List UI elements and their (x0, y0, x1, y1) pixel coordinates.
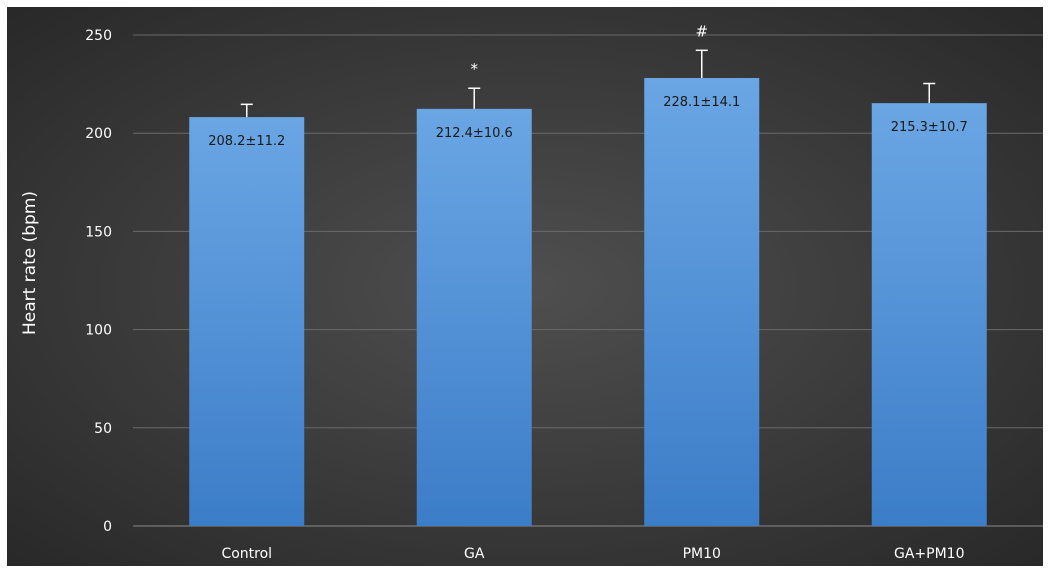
bar-pm10 (644, 78, 760, 526)
data-labels: 208.2±11.2 212.4±10.6 228.1±14.1 215.3±10.7 (208, 95, 968, 149)
x-category-labels: Control GA PM10 GA+PM10 (221, 546, 964, 562)
data-label: 208.2±11.2 (208, 134, 285, 149)
y-tick-label: 150 (85, 224, 112, 240)
significance-marker: # (695, 22, 708, 40)
bar-chart: 0 50 100 150 200 250 208.2±11.2 212.4±10.6 228.… (7, 7, 1043, 566)
y-tick-label: 250 (85, 28, 112, 44)
y-tick-labels: 0 50 100 150 200 250 (85, 28, 112, 535)
y-tick-label: 100 (85, 323, 112, 339)
bar-ga (416, 108, 532, 526)
bars (189, 78, 987, 526)
x-category-label: PM10 (683, 546, 721, 562)
chart-frame: 0 50 100 150 200 250 208.2±11.2 212.4±10.6 228.… (7, 7, 1043, 566)
bar-control (189, 117, 305, 526)
data-label: 228.1±14.1 (663, 95, 740, 110)
y-tick-label: 50 (94, 421, 112, 437)
x-category-label: GA+PM10 (894, 546, 965, 562)
significance-marker: * (471, 60, 479, 78)
x-category-label: GA (464, 546, 485, 562)
y-axis-title: Heart rate (bpm) (20, 191, 40, 335)
y-tick-label: 200 (85, 126, 112, 142)
error-bars (240, 49, 936, 118)
bar-ga-pm10 (871, 103, 987, 526)
data-label: 215.3±10.7 (891, 120, 968, 135)
data-label: 212.4±10.6 (436, 126, 513, 141)
y-tick-label: 0 (103, 519, 112, 535)
significance-markers: *# (471, 22, 709, 78)
x-category-label: Control (221, 546, 272, 562)
